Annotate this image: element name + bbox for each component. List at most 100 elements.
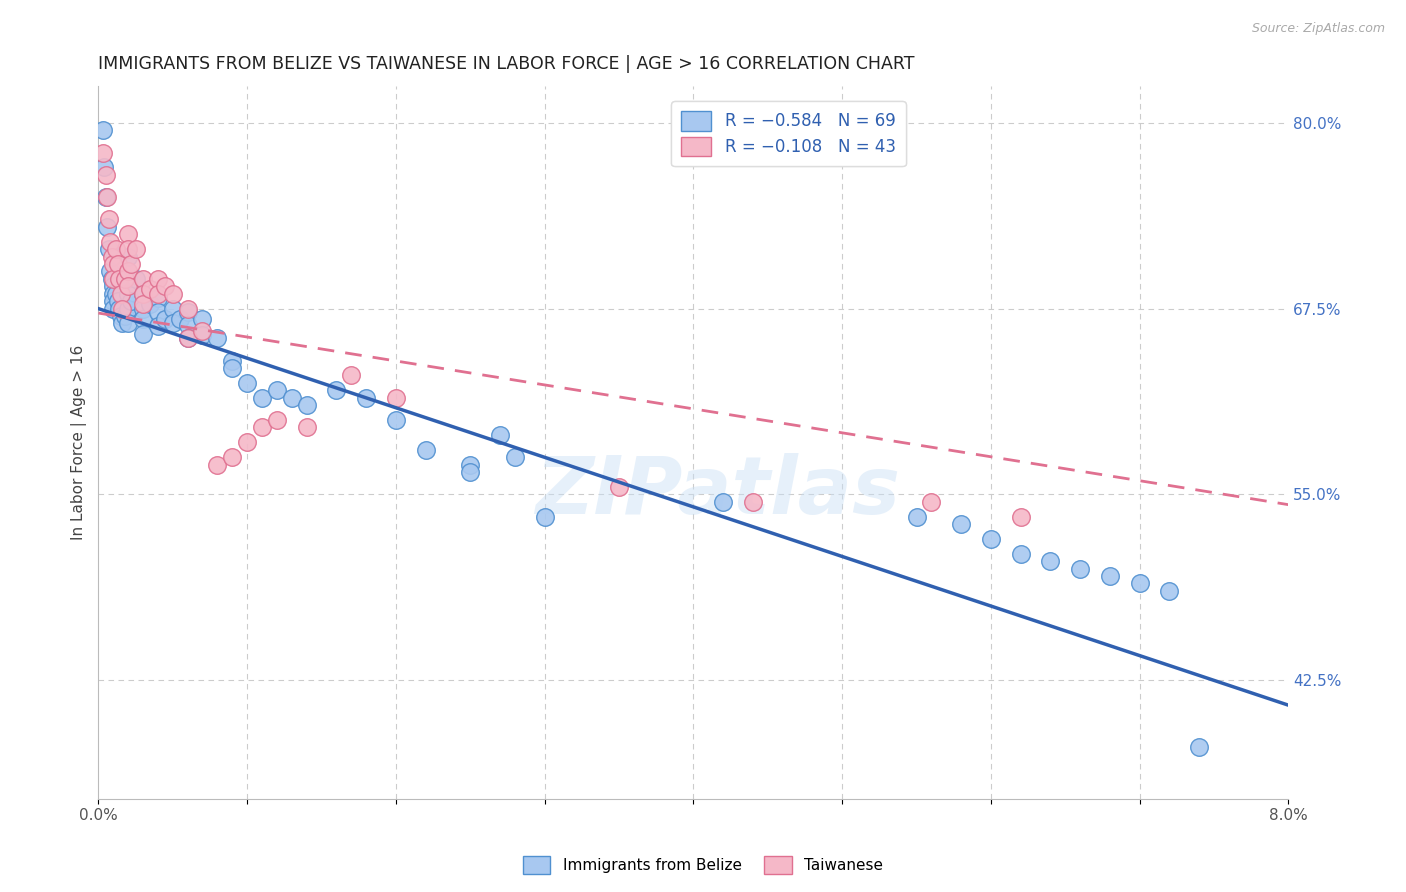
Y-axis label: In Labor Force | Age > 16: In Labor Force | Age > 16	[72, 344, 87, 540]
Point	[458, 465, 481, 479]
Point	[117, 227, 139, 242]
Point	[146, 291, 169, 305]
Point	[117, 272, 139, 286]
Point	[295, 398, 318, 412]
Point	[236, 376, 259, 390]
Point	[107, 257, 129, 271]
Point	[905, 509, 928, 524]
Point	[266, 413, 288, 427]
Point	[97, 212, 120, 227]
Point	[191, 312, 214, 326]
Point	[132, 301, 155, 316]
Text: ZIPatlas: ZIPatlas	[534, 453, 900, 532]
Point	[295, 420, 318, 434]
Point	[146, 319, 169, 334]
Point	[108, 301, 131, 316]
Point	[533, 509, 555, 524]
Point	[96, 190, 118, 204]
Point	[354, 391, 377, 405]
Point	[176, 331, 198, 345]
Text: IMMIGRANTS FROM BELIZE VS TAIWANESE IN LABOR FORCE | AGE > 16 CORRELATION CHART: IMMIGRANTS FROM BELIZE VS TAIWANESE IN L…	[98, 55, 915, 73]
Point	[110, 286, 132, 301]
Point	[117, 279, 139, 293]
Point	[458, 458, 481, 472]
Point	[139, 282, 162, 296]
Point	[100, 250, 122, 264]
Point	[191, 324, 214, 338]
Point	[117, 317, 139, 331]
Point	[1159, 583, 1181, 598]
Point	[1069, 561, 1091, 575]
Point	[146, 286, 169, 301]
Point	[114, 309, 136, 323]
Point	[176, 318, 198, 332]
Point	[980, 532, 1002, 546]
Point	[221, 361, 243, 376]
Point	[146, 272, 169, 286]
Point	[920, 494, 942, 508]
Point	[1188, 739, 1211, 754]
Point	[107, 294, 129, 309]
Point	[1010, 509, 1032, 524]
Point	[325, 384, 347, 398]
Point	[132, 272, 155, 286]
Point	[176, 331, 198, 345]
Point	[124, 242, 146, 256]
Point	[132, 286, 155, 301]
Point	[91, 145, 114, 160]
Point	[607, 480, 630, 494]
Point	[155, 312, 177, 326]
Point	[100, 272, 122, 286]
Point	[103, 294, 125, 309]
Point	[162, 286, 184, 301]
Legend: R = −0.584   N = 69, R = −0.108   N = 43: R = −0.584 N = 69, R = −0.108 N = 43	[672, 102, 905, 167]
Point	[105, 286, 128, 301]
Point	[221, 353, 243, 368]
Point	[155, 279, 177, 293]
Point	[236, 435, 259, 450]
Legend: Immigrants from Belize, Taiwanese: Immigrants from Belize, Taiwanese	[517, 850, 889, 880]
Point	[132, 297, 155, 311]
Point	[117, 301, 139, 316]
Point	[169, 312, 191, 326]
Point	[191, 328, 214, 343]
Point	[117, 250, 139, 264]
Point	[111, 317, 134, 331]
Point	[207, 331, 229, 345]
Point	[93, 161, 115, 175]
Point	[415, 442, 437, 457]
Point	[741, 494, 763, 508]
Point	[110, 309, 132, 323]
Point	[139, 297, 162, 311]
Point	[280, 391, 302, 405]
Point	[146, 304, 169, 318]
Point	[117, 264, 139, 278]
Point	[1039, 554, 1062, 568]
Point	[114, 272, 136, 286]
Point	[103, 257, 125, 271]
Point	[207, 458, 229, 472]
Point	[120, 294, 142, 309]
Point	[950, 516, 973, 531]
Point	[1098, 569, 1121, 583]
Point	[91, 123, 114, 137]
Point	[111, 301, 134, 316]
Point	[117, 286, 139, 301]
Point	[96, 219, 118, 234]
Point	[103, 286, 125, 301]
Point	[103, 301, 125, 316]
Point	[132, 326, 155, 341]
Point	[221, 450, 243, 464]
Point	[266, 384, 288, 398]
Point	[105, 242, 128, 256]
Point	[132, 312, 155, 326]
Point	[162, 301, 184, 316]
Point	[503, 450, 526, 464]
Point	[94, 168, 117, 182]
Point	[98, 235, 121, 249]
Point	[124, 272, 146, 286]
Point	[103, 272, 125, 286]
Point	[250, 420, 273, 434]
Point	[120, 257, 142, 271]
Point	[1129, 576, 1152, 591]
